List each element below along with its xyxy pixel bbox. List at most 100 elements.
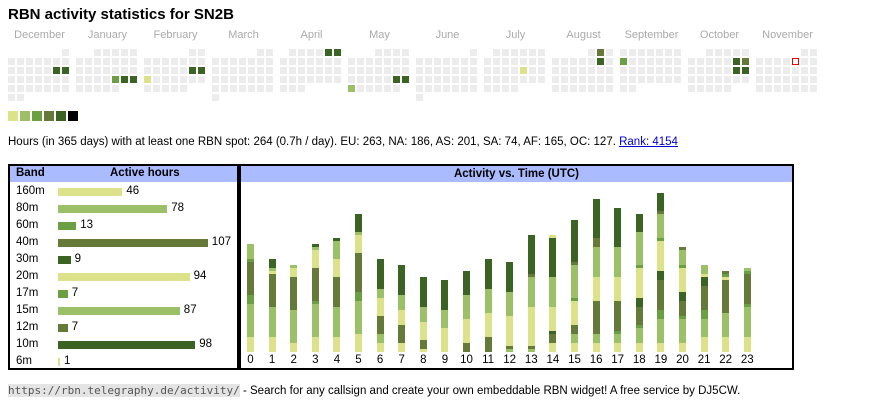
calendar-day — [570, 76, 577, 83]
calendar-day — [724, 85, 731, 92]
rank-link[interactable]: Rank: 4154 — [619, 136, 678, 148]
calendar-day — [53, 85, 60, 92]
calendar-day — [171, 85, 178, 92]
calendar-day — [212, 76, 219, 83]
calendar-day — [239, 58, 246, 65]
calendar-day — [579, 58, 586, 65]
page-title: RBN activity statistics for SN2B — [8, 6, 234, 23]
calendar-day — [26, 76, 33, 83]
calendar-day — [552, 85, 559, 92]
activity-bar-segment — [571, 298, 578, 301]
calendar-day — [724, 58, 731, 65]
activity-bar-segment — [463, 319, 470, 343]
activity-bar-segment — [679, 319, 686, 343]
hour-tick-label: 14 — [546, 354, 560, 366]
activity-bar-segment — [549, 343, 557, 352]
activity-bar-segment — [441, 328, 449, 352]
band-row: 15m 87 — [10, 303, 237, 320]
calendar-day — [17, 67, 24, 74]
calendar-day — [538, 49, 545, 56]
calendar-day — [443, 58, 450, 65]
band-name: 15m — [16, 304, 39, 316]
activity-bar-segment — [743, 304, 751, 307]
calendar-day — [112, 85, 119, 92]
activity-bar-segment — [592, 277, 600, 301]
activity-bar-segment — [527, 349, 535, 352]
calendar-day — [212, 58, 219, 65]
band-hours-bar — [58, 273, 190, 281]
activity-bar-segment — [700, 265, 708, 274]
month-label: July — [505, 29, 526, 41]
calendar-day — [62, 76, 69, 83]
calendar-day — [470, 58, 477, 65]
calendar-day — [756, 58, 763, 65]
calendar-day — [230, 85, 237, 92]
activity-bar-segment — [376, 343, 384, 352]
activity-bar-segment — [311, 304, 319, 337]
hour-tick-label: 16 — [589, 354, 603, 366]
calendar-day — [792, 85, 799, 92]
band-name: 40m — [16, 236, 39, 248]
activity-bar-segment — [463, 295, 470, 319]
calendar-day — [470, 67, 477, 74]
activity-bar-segment — [311, 268, 319, 301]
calendar-day — [629, 67, 636, 74]
calendar-day — [94, 49, 101, 56]
month-label: September — [624, 29, 679, 41]
calendar-day — [325, 76, 332, 83]
calendar-day — [588, 76, 595, 83]
calendar-day — [606, 67, 613, 74]
calendar-day — [561, 58, 568, 65]
calendar-day — [529, 49, 536, 56]
calendar-day — [511, 67, 518, 74]
calendar-day — [171, 67, 178, 74]
activity-bar-segment — [268, 271, 276, 274]
calendar-day — [520, 49, 527, 56]
activity-bar-segment — [657, 211, 665, 214]
calendar-day — [715, 49, 722, 56]
calendar-day — [756, 85, 763, 92]
calendar-day — [121, 58, 128, 65]
calendar-day — [316, 67, 323, 74]
hour-tick-label: 10 — [460, 354, 473, 366]
activity-bar-segment — [679, 265, 686, 268]
calendar-day — [325, 67, 332, 74]
calendar-day — [416, 76, 423, 83]
activity-bar-segment — [635, 307, 643, 325]
activity-bar-segment — [592, 199, 600, 238]
calendar-day — [266, 58, 273, 65]
calendar-day — [53, 67, 60, 74]
calendar-day — [597, 76, 604, 83]
activity-bar-segment — [247, 244, 254, 259]
calendar-day — [774, 76, 781, 83]
calendar-day — [588, 49, 595, 56]
activity-bar-segment — [484, 289, 492, 313]
activity-bar-segment — [657, 343, 665, 352]
calendar-day — [171, 76, 178, 83]
calendar-day — [620, 85, 627, 92]
month-label: May — [369, 29, 390, 41]
calendar-day — [620, 58, 627, 65]
calendar-day — [289, 85, 296, 92]
calendar-day — [62, 49, 69, 56]
calendar-day — [570, 58, 577, 65]
activity-bar-segment — [333, 241, 341, 259]
band-hours-value: 94 — [193, 270, 207, 282]
activity-bar-segment — [247, 259, 254, 262]
band-row: 10m 98 — [10, 337, 237, 354]
calendar-day — [189, 49, 196, 56]
calendar-day — [307, 58, 314, 65]
activity-bar-segment — [700, 274, 708, 277]
calendar-day — [8, 58, 15, 65]
calendar-day — [810, 67, 817, 74]
footer-url[interactable]: https://rbn.telegraphy.de/activity/ — [8, 384, 240, 397]
band-row: 30m 9 — [10, 252, 237, 269]
calendar-day — [724, 49, 731, 56]
band-hours-value: 1 — [64, 355, 71, 367]
activity-bar-segment — [268, 259, 276, 268]
calendar-day — [316, 58, 323, 65]
activity-bar-segment — [355, 334, 362, 352]
calendar-day — [375, 67, 382, 74]
activity-bar-segment — [635, 325, 643, 328]
calendar-day — [198, 67, 205, 74]
